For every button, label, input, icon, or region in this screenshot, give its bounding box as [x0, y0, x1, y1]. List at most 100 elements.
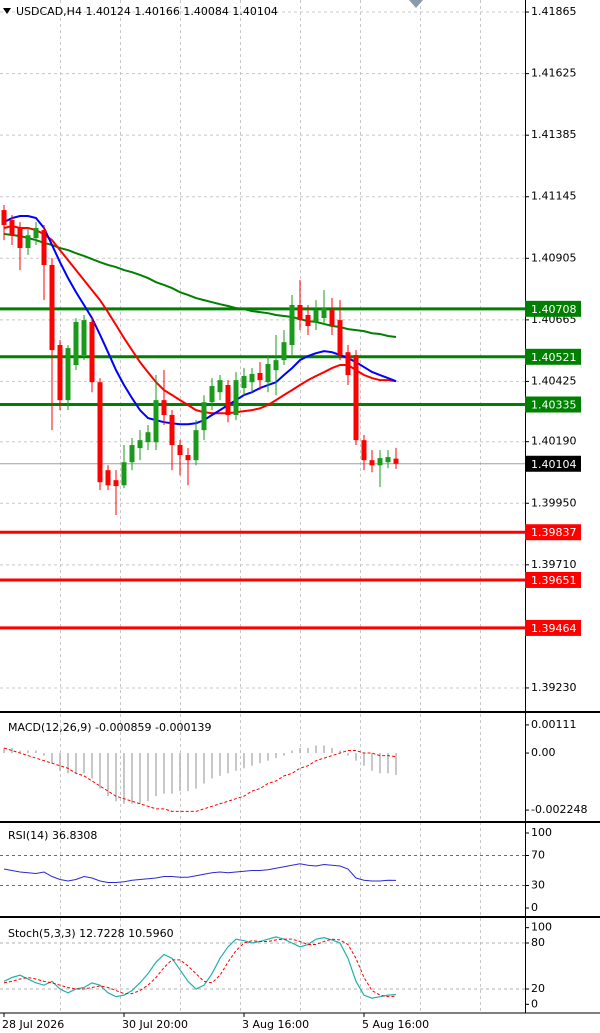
plot-layer	[0, 204, 525, 999]
candle-body	[321, 308, 327, 319]
candle-body	[273, 360, 279, 371]
y-tick-label: 30	[531, 879, 545, 892]
candle-body	[337, 320, 343, 355]
y-tick-label: 80	[531, 936, 545, 949]
y-tick-label: -0.002248	[531, 803, 587, 816]
candle-body	[297, 304, 303, 321]
y-tick-label: 1.39950	[531, 496, 577, 509]
candle-body	[345, 352, 351, 376]
y-tick-label: 1.41625	[531, 67, 577, 80]
candle-body	[217, 380, 223, 393]
candle-body	[33, 228, 39, 239]
level-label-box	[525, 396, 581, 413]
x-tick-label: 3 Aug 16:00	[242, 1018, 309, 1031]
candle-body	[249, 373, 255, 383]
x-tick-label: 30 Jul 20:00	[122, 1018, 188, 1031]
candle-body	[201, 402, 207, 431]
y-tick-label: 1.40425	[531, 374, 577, 387]
x-tick-label: 5 Aug 16:00	[362, 1018, 429, 1031]
candle-body	[129, 445, 135, 463]
candle-body	[57, 344, 63, 401]
level-label-box	[525, 300, 581, 317]
y-tick-label: 1.41385	[531, 128, 577, 141]
candle-body	[257, 372, 263, 381]
candle-body	[289, 304, 295, 345]
candle-body	[65, 348, 71, 401]
candle-body	[89, 321, 95, 383]
candle-body	[305, 314, 311, 327]
chart-title: USDCAD,H4 1.40124 1.40166 1.40084 1.4010…	[16, 5, 278, 18]
candle-body	[185, 455, 191, 461]
candle-body	[265, 363, 271, 383]
candle-body	[225, 385, 231, 416]
candle-body	[9, 220, 15, 236]
candle-body	[369, 460, 375, 466]
level-label: 1.40521	[531, 351, 577, 364]
level-label: 1.40708	[531, 303, 577, 316]
level-label: 1.39837	[531, 526, 577, 539]
y-tick-label: 1.39710	[531, 558, 577, 571]
candle-body	[41, 230, 47, 265]
rsi-line	[3, 863, 397, 884]
indicator-title: Stoch(5,3,3) 12.7228 10.5960	[8, 927, 174, 940]
level-label-box	[525, 571, 581, 588]
level-label-box	[525, 524, 581, 541]
candle-body	[1, 210, 7, 225]
level-label: 1.40335	[531, 399, 577, 412]
candle-body	[377, 458, 383, 466]
y-tick-label: 0	[531, 901, 538, 914]
candle-body	[209, 386, 215, 403]
level-label-box	[525, 619, 581, 636]
y-tick-label: 0.00	[531, 746, 556, 759]
y-tick-label: 0	[531, 997, 538, 1010]
macd-signal	[3, 747, 397, 812]
candle-body	[137, 440, 143, 449]
y-tick-label: 1.40190	[531, 435, 577, 448]
candle-body	[121, 462, 127, 486]
candle-body	[105, 470, 111, 486]
candle-body	[241, 376, 247, 389]
last-price-label: 1.40104	[531, 458, 577, 471]
candle-body	[113, 480, 119, 487]
level-label-box	[525, 348, 581, 365]
moving-average	[3, 224, 397, 415]
y-tick-label: 1.41865	[531, 5, 577, 18]
indicator-title: RSI(14) 36.8308	[8, 829, 97, 842]
candle-body	[353, 355, 359, 441]
y-tick-label: 100	[531, 921, 552, 934]
y-tick-label: 70	[531, 849, 545, 862]
candle-body	[233, 380, 239, 416]
indicator-title: MACD(12,26,9) -0.000859 -0.000139	[8, 721, 211, 734]
candle-body	[97, 382, 103, 483]
candle-body	[177, 445, 183, 456]
y-tick-label: 20	[531, 982, 545, 995]
grid-layer	[0, 0, 529, 1012]
last-price-box	[525, 455, 581, 472]
y-tick-label: 1.41145	[531, 190, 577, 203]
candle-body	[17, 228, 23, 249]
y-tick-label: 1.39230	[531, 681, 577, 694]
level-label: 1.39651	[531, 574, 577, 587]
candle-body	[169, 415, 175, 446]
candle-body	[73, 321, 79, 366]
candle-body	[361, 440, 367, 461]
candle-body	[329, 310, 335, 327]
x-tick-label: 28 Jul 2026	[2, 1018, 64, 1031]
candle-body	[161, 400, 167, 416]
y-tick-label: 0.00111	[531, 718, 577, 731]
candle-body	[385, 457, 391, 463]
y-tick-label: 100	[531, 826, 552, 839]
candle-body	[25, 235, 31, 249]
menu-arrow	[3, 8, 11, 14]
y-tick-label: 1.40905	[531, 251, 577, 264]
candle-body	[49, 264, 55, 351]
candle-body	[313, 310, 319, 322]
shift-marker	[409, 0, 423, 8]
candle-body	[193, 430, 199, 461]
candle-body	[281, 342, 287, 361]
level-label: 1.39464	[531, 622, 577, 635]
candle-body	[145, 432, 151, 443]
